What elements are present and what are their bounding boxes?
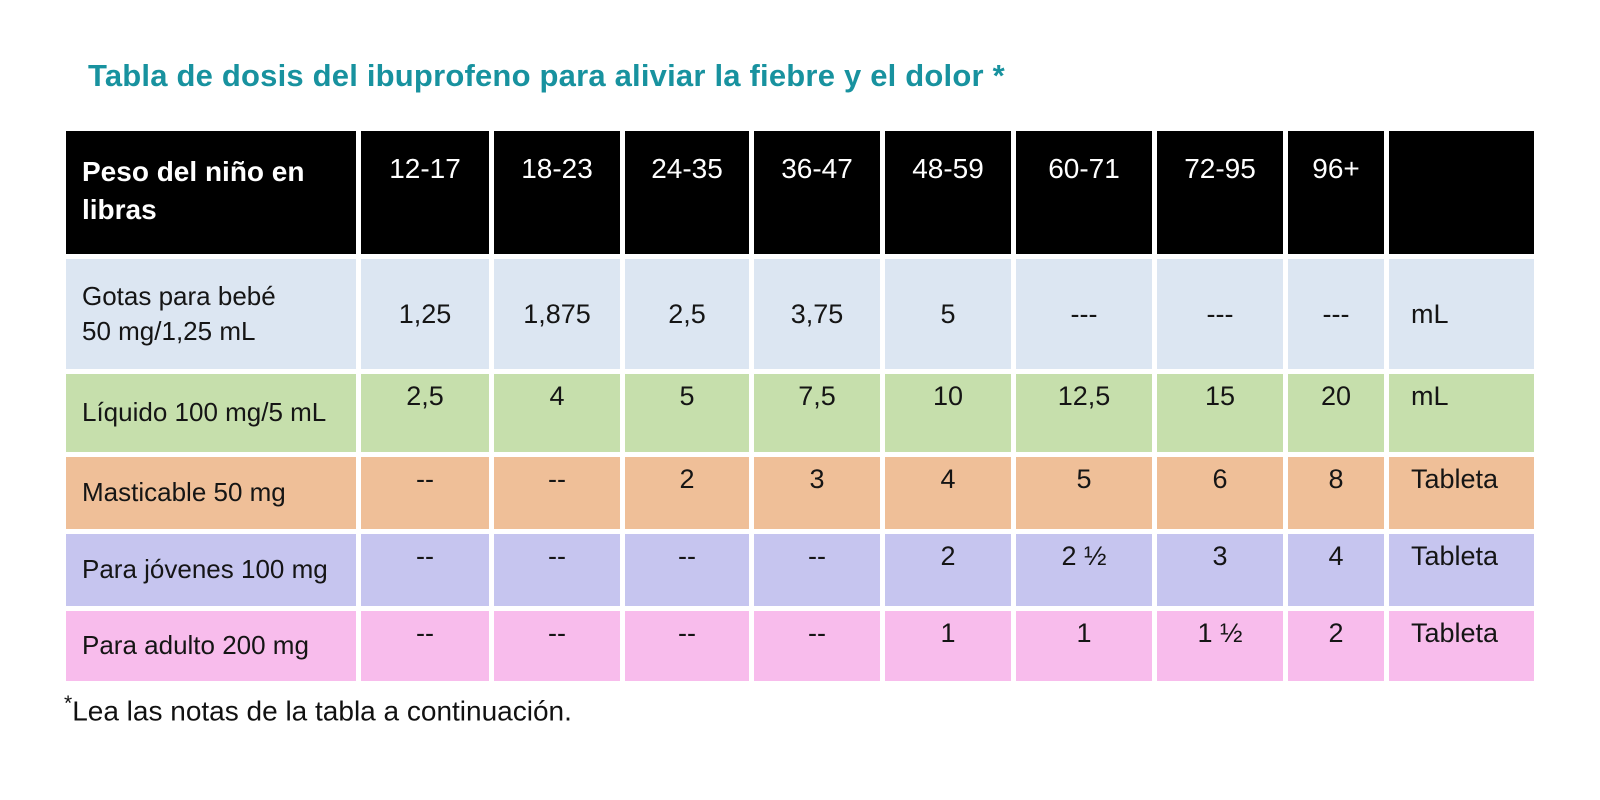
row-label: Gotas para bebé 50 mg/1,25 mL [66, 259, 356, 369]
dose-cell: 3 [754, 457, 880, 529]
dose-cell: -- [625, 611, 749, 681]
ibuprofen-dose-table: Peso del niño en libras 12-17 18-23 24-3… [61, 126, 1539, 686]
dose-cell: --- [1016, 259, 1152, 369]
dose-cell: 3,75 [754, 259, 880, 369]
dose-cell: 1 [1016, 611, 1152, 681]
dose-cell: 12,5 [1016, 374, 1152, 452]
dose-cell: 20 [1288, 374, 1384, 452]
dose-cell: 2 [625, 457, 749, 529]
dose-cell: 1,25 [361, 259, 489, 369]
dose-cell: -- [361, 611, 489, 681]
dose-cell: 7,5 [754, 374, 880, 452]
dose-cell: 3 [1157, 534, 1283, 606]
unit-cell: mL [1389, 374, 1534, 452]
dose-cell: -- [754, 611, 880, 681]
header-weight-range: 24-35 [625, 131, 749, 254]
table-row-junior: Para jóvenes 100 mg -- -- -- -- 2 2 ½ 3 … [66, 534, 1534, 606]
unit-cell: Tableta [1389, 457, 1534, 529]
dose-cell: 10 [885, 374, 1011, 452]
dose-cell: 2 [1288, 611, 1384, 681]
header-weight-label: Peso del niño en libras [66, 131, 356, 254]
dose-cell: 5 [885, 259, 1011, 369]
dose-cell: -- [494, 534, 620, 606]
dose-cell: 4 [1288, 534, 1384, 606]
dose-cell: 1,875 [494, 259, 620, 369]
dose-cell: -- [494, 457, 620, 529]
dose-cell: 2 ½ [1016, 534, 1152, 606]
table-row-chewable: Masticable 50 mg -- -- 2 3 4 5 6 8 Table… [66, 457, 1534, 529]
header-weight-range: 96+ [1288, 131, 1384, 254]
dose-cell: 2,5 [361, 374, 489, 452]
dose-cell: 1 ½ [1157, 611, 1283, 681]
row-label: Líquido 100 mg/5 mL [66, 374, 356, 452]
dose-cell: 2 [885, 534, 1011, 606]
dose-cell: -- [625, 534, 749, 606]
dose-cell: -- [361, 534, 489, 606]
row-label: Para jóvenes 100 mg [66, 534, 356, 606]
footnote: *Lea las notas de la tabla a continuació… [64, 692, 1600, 727]
table-row-infant-drops: Gotas para bebé 50 mg/1,25 mL 1,25 1,875… [66, 259, 1534, 369]
dose-cell: 4 [494, 374, 620, 452]
dose-cell: 15 [1157, 374, 1283, 452]
dose-cell: 2,5 [625, 259, 749, 369]
table-row-adult: Para adulto 200 mg -- -- -- -- 1 1 1 ½ 2… [66, 611, 1534, 681]
dose-cell: -- [754, 534, 880, 606]
dose-cell: -- [361, 457, 489, 529]
row-label: Masticable 50 mg [66, 457, 356, 529]
footnote-asterisk: * [64, 692, 73, 715]
header-unit-empty [1389, 131, 1534, 254]
dose-cell: 4 [885, 457, 1011, 529]
header-weight-range: 48-59 [885, 131, 1011, 254]
dose-cell: --- [1157, 259, 1283, 369]
unit-cell: mL [1389, 259, 1534, 369]
header-row: Peso del niño en libras 12-17 18-23 24-3… [66, 131, 1534, 254]
header-weight-range: 60-71 [1016, 131, 1152, 254]
table-row-liquid: Líquido 100 mg/5 mL 2,5 4 5 7,5 10 12,5 … [66, 374, 1534, 452]
header-weight-range: 18-23 [494, 131, 620, 254]
dose-cell: 5 [1016, 457, 1152, 529]
dose-cell: --- [1288, 259, 1384, 369]
dose-cell: -- [494, 611, 620, 681]
header-weight-range: 36-47 [754, 131, 880, 254]
page-title: Tabla de dosis del ibuprofeno para alivi… [88, 58, 1005, 93]
footnote-text: Lea las notas de la tabla a continuación… [72, 695, 572, 727]
unit-cell: Tableta [1389, 534, 1534, 606]
dose-cell: 6 [1157, 457, 1283, 529]
dose-cell: 8 [1288, 457, 1384, 529]
unit-cell: Tableta [1389, 611, 1534, 681]
header-weight-range: 12-17 [361, 131, 489, 254]
header-weight-range: 72-95 [1157, 131, 1283, 254]
dose-cell: 5 [625, 374, 749, 452]
dose-cell: 1 [885, 611, 1011, 681]
row-label: Para adulto 200 mg [66, 611, 356, 681]
